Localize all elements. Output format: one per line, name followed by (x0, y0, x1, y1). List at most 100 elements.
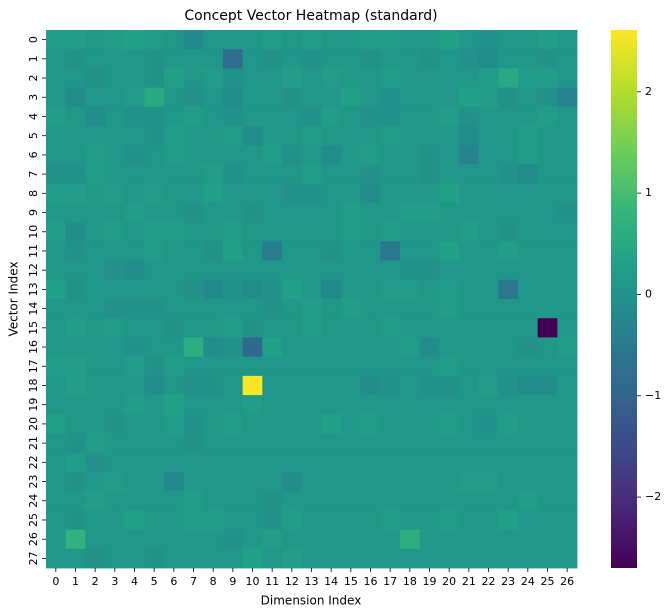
heatmap-cell (144, 260, 165, 281)
heatmap-cell (46, 68, 67, 89)
heatmap-cell (65, 222, 86, 242)
colorbar-tick-label: 1 (645, 186, 652, 199)
heatmap-cell (360, 433, 381, 454)
heatmap-cell (360, 510, 381, 530)
heatmap-cell (439, 375, 460, 396)
colorbar-tick-label: −1 (645, 389, 661, 402)
heatmap-cell (360, 222, 381, 242)
heatmap-cell (360, 241, 381, 261)
heatmap-cell (321, 87, 342, 108)
y-tick-label: 9 (27, 209, 40, 216)
heatmap-cell (341, 49, 362, 69)
heatmap-cell (518, 87, 539, 108)
heatmap-cell (439, 49, 460, 69)
heatmap-cell (242, 222, 263, 242)
heatmap-cell (282, 395, 303, 415)
heatmap-cell (557, 299, 578, 319)
heatmap-cell (478, 279, 499, 300)
heatmap-cell (537, 49, 558, 69)
heatmap-cell (478, 375, 499, 396)
heatmap-cell (498, 106, 519, 127)
heatmap-cell (105, 433, 126, 454)
heatmap-cell (518, 299, 539, 319)
heatmap-cell (301, 548, 322, 569)
heatmap-cell (203, 183, 224, 204)
heatmap-cell (380, 241, 401, 261)
heatmap-cell (46, 471, 67, 492)
heatmap-cell (360, 49, 381, 69)
heatmap-cell (46, 202, 67, 223)
heatmap-cell (183, 126, 204, 146)
heatmap-cell (459, 183, 480, 204)
heatmap-cell (498, 548, 519, 569)
heatmap-cell (262, 106, 283, 127)
heatmap-cell (459, 375, 480, 396)
heatmap-cell (498, 68, 519, 89)
heatmap-cell (282, 260, 303, 281)
heatmap-cell (537, 87, 558, 108)
heatmap-cell (183, 202, 204, 223)
heatmap-cell (478, 222, 499, 242)
x-tick-label: 18 (403, 575, 417, 588)
heatmap-cell (380, 529, 401, 550)
heatmap-cell (85, 548, 106, 569)
heatmap-cell (498, 414, 519, 434)
heatmap-cell (105, 145, 126, 165)
heatmap-cell (498, 87, 519, 108)
heatmap-cell (478, 126, 499, 146)
heatmap-cell (518, 241, 539, 261)
heatmap-cell (400, 375, 421, 396)
heatmap-cell (419, 395, 440, 415)
heatmap-cell (105, 241, 126, 261)
heatmap-cell (360, 87, 381, 108)
heatmap-cell (242, 433, 263, 454)
heatmap-cell (262, 491, 283, 511)
heatmap-cell (321, 164, 342, 185)
heatmap-cell (262, 433, 283, 454)
heatmap-cell (380, 356, 401, 377)
heatmap-cell (262, 68, 283, 89)
heatmap-cell (242, 395, 263, 415)
heatmap-cell (223, 126, 244, 146)
heatmap-cell (557, 30, 578, 50)
heatmap-cell (321, 241, 342, 261)
heatmap-cell (183, 279, 204, 300)
heatmap-cell (105, 471, 126, 492)
heatmap-cell (223, 375, 244, 396)
heatmap-cell (124, 491, 145, 511)
heatmap-cell (124, 183, 145, 204)
heatmap-cell (282, 356, 303, 377)
heatmap-cell (321, 68, 342, 89)
heatmap-cell (124, 222, 145, 242)
heatmap-cell (321, 433, 342, 454)
heatmap-cell (223, 260, 244, 281)
heatmap-cell (124, 471, 145, 492)
heatmap-cell (557, 318, 578, 338)
heatmap-cell (341, 164, 362, 185)
heatmap-cell (537, 414, 558, 434)
heatmap-cell (164, 279, 185, 300)
heatmap-cell (439, 279, 460, 300)
heatmap-cell (518, 548, 539, 569)
heatmap-cell (439, 337, 460, 358)
heatmap-cell (164, 491, 185, 511)
heatmap-cell (203, 452, 224, 473)
heatmap-cell (282, 241, 303, 261)
heatmap-cell (301, 337, 322, 358)
heatmap-cell (537, 548, 558, 569)
heatmap-cell (144, 318, 165, 338)
y-tick-label: 25 (27, 513, 40, 527)
heatmap-cell (164, 414, 185, 434)
heatmap-cell (105, 299, 126, 319)
heatmap-cell (282, 318, 303, 338)
heatmap-cell (242, 375, 263, 396)
heatmap-cell (380, 471, 401, 492)
heatmap-cell (380, 164, 401, 185)
heatmap-cell (459, 145, 480, 165)
heatmap-cell (380, 299, 401, 319)
heatmap-cell (183, 49, 204, 69)
heatmap-cell (242, 356, 263, 377)
heatmap-cell (518, 452, 539, 473)
heatmap-cell (282, 529, 303, 550)
heatmap-cell (419, 318, 440, 338)
